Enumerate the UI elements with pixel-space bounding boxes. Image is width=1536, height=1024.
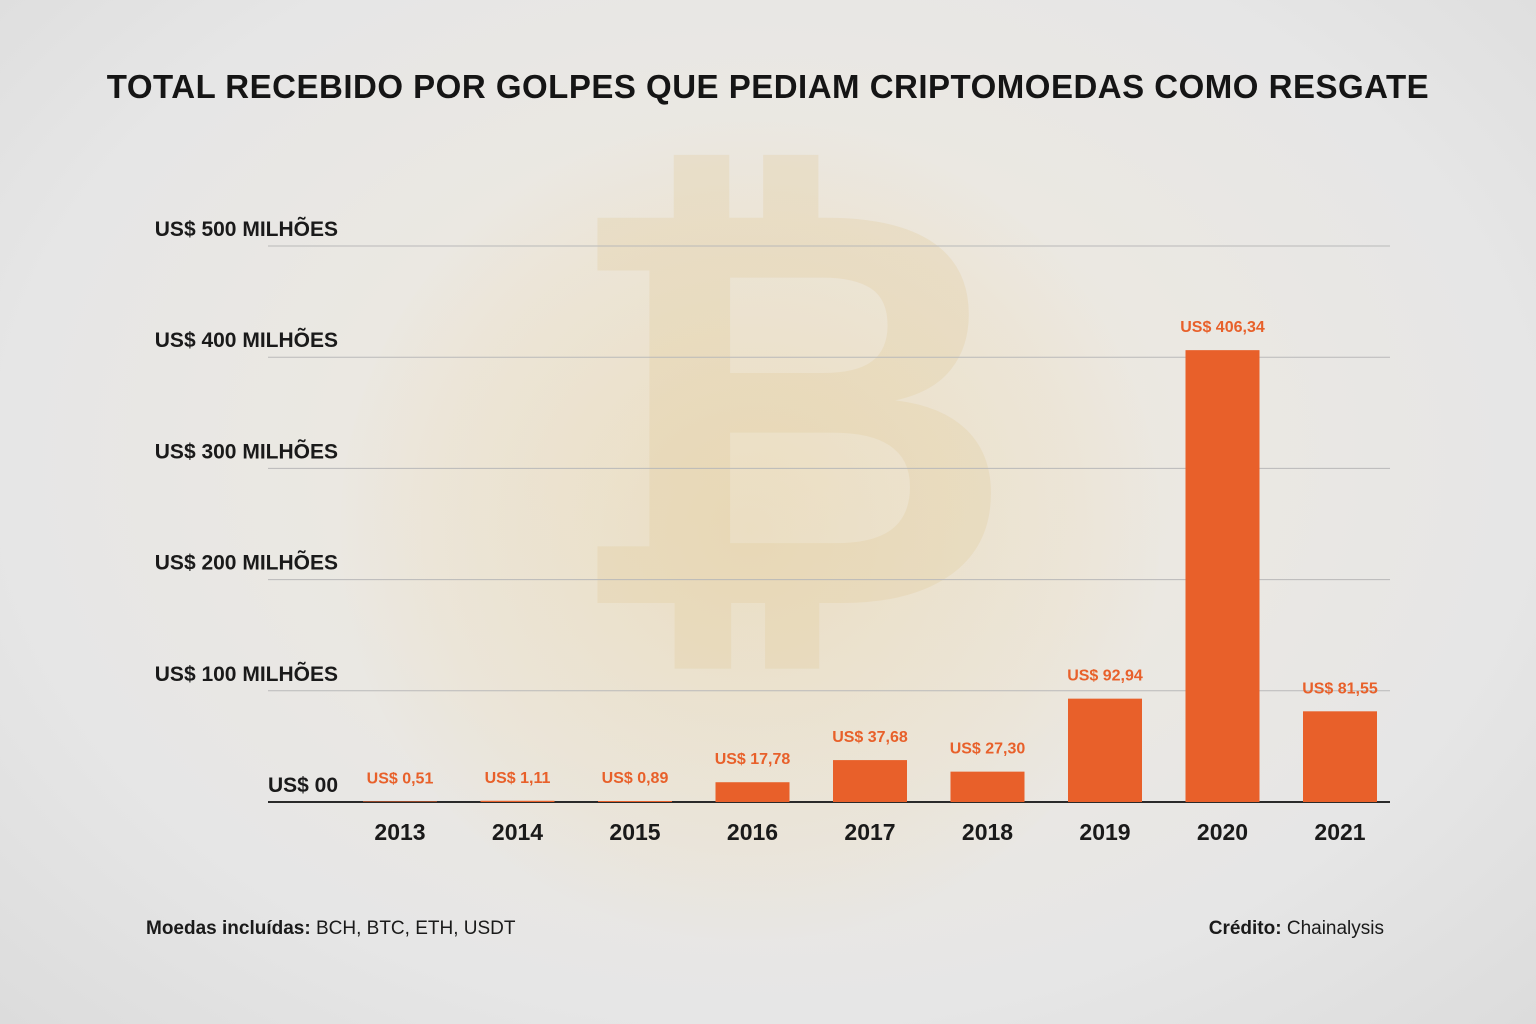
x-tick-label: 2020 xyxy=(1197,819,1248,845)
y-tick-label: US$ 00 xyxy=(268,774,338,797)
coin-glow xyxy=(340,120,1160,940)
bar xyxy=(1068,698,1142,802)
bitcoin-icon: ₿ xyxy=(560,84,1017,736)
data-label: US$ 406,34 xyxy=(1180,319,1265,336)
data-label: US$ 1,11 xyxy=(485,770,551,787)
x-tick-label: 2019 xyxy=(1079,819,1130,845)
bar xyxy=(715,782,790,802)
data-label: US$ 0,89 xyxy=(602,770,669,787)
coins-note: Moedas incluídas: BCH, BTC, ETH, USDT xyxy=(146,918,516,940)
bars xyxy=(363,350,1377,802)
data-label: US$ 37,68 xyxy=(832,729,908,746)
bar xyxy=(833,760,907,802)
data-label: US$ 92,94 xyxy=(1067,668,1143,685)
bar xyxy=(1303,711,1377,802)
x-tick-label: 2014 xyxy=(492,819,543,845)
bar xyxy=(1185,350,1260,802)
y-tick-label: US$ 400 MILHÕES xyxy=(155,328,338,352)
x-tick-label: 2017 xyxy=(844,819,895,845)
bar xyxy=(363,801,437,802)
bar xyxy=(950,771,1025,802)
x-tick-label: 2018 xyxy=(962,819,1013,845)
y-tick-label: US$ 200 MILHÕES xyxy=(155,551,338,575)
credit-label: Crédito: xyxy=(1208,918,1282,939)
data-label: US$ 81,55 xyxy=(1302,680,1378,697)
x-tick-label: 2021 xyxy=(1314,819,1365,845)
data-label: US$ 17,78 xyxy=(715,751,791,768)
x-axis-labels: 2013 2014 2015 2016 2017 2018 2019 2020 2021 xyxy=(374,819,1365,845)
x-tick-label: 2016 xyxy=(727,819,778,845)
coins-label: Moedas incluídas: xyxy=(146,918,311,939)
credit-note: Crédito: Chainalysis xyxy=(1209,918,1384,940)
y-axis-labels: US$ 00 US$ 100 MILHÕES US$ 200 MILHÕES US$ … xyxy=(155,217,338,797)
bar xyxy=(598,801,672,802)
bar xyxy=(480,800,555,802)
data-label: US$ 27,30 xyxy=(950,741,1026,758)
y-tick-label: US$ 500 MILHÕES xyxy=(155,217,338,241)
y-tick-label: US$ 300 MILHÕES xyxy=(155,439,338,463)
coins-value: BCH, BTC, ETH, USDT xyxy=(315,918,516,939)
data-label: US$ 0,51 xyxy=(367,770,434,787)
x-tick-label: 2013 xyxy=(374,819,425,845)
chart-title: TOTAL RECEBIDO POR GOLPES QUE PEDIAM CRI… xyxy=(106,68,1430,105)
data-labels: US$ 0,51 US$ 1,11 US$ 0,89 US$ 17,78 US$ 37,… xyxy=(367,319,1378,787)
x-tick-label: 2015 xyxy=(609,819,660,845)
y-tick-label: US$ 100 MILHÕES xyxy=(155,662,338,686)
credit-value: Chainalysis xyxy=(1286,918,1384,939)
